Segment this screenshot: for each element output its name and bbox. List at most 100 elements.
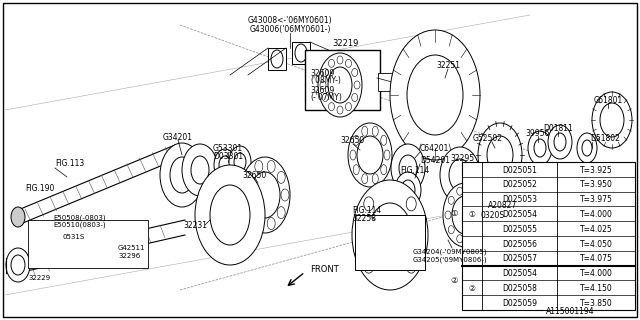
Ellipse shape xyxy=(346,59,351,67)
Text: 32219: 32219 xyxy=(332,38,358,47)
Text: T=3.850: T=3.850 xyxy=(580,299,612,308)
Text: T=4.000: T=4.000 xyxy=(580,210,612,219)
Text: G34204(-'09MY0805): G34204(-'09MY0805) xyxy=(413,249,487,255)
Text: G43006('06MY0601-): G43006('06MY0601-) xyxy=(249,25,331,34)
Ellipse shape xyxy=(384,150,390,160)
Ellipse shape xyxy=(487,136,513,174)
Ellipse shape xyxy=(125,230,135,244)
Ellipse shape xyxy=(170,157,194,193)
Text: ①: ① xyxy=(468,210,476,219)
Ellipse shape xyxy=(406,197,416,211)
Text: D025057: D025057 xyxy=(502,254,537,263)
Ellipse shape xyxy=(467,235,473,243)
Ellipse shape xyxy=(368,203,412,267)
Ellipse shape xyxy=(381,135,387,145)
Ellipse shape xyxy=(395,172,421,208)
Text: 32251: 32251 xyxy=(436,60,460,69)
Text: D54201: D54201 xyxy=(420,156,450,164)
Text: G42511: G42511 xyxy=(118,245,145,251)
Text: ②: ② xyxy=(451,276,458,285)
Text: D51802: D51802 xyxy=(590,133,620,142)
Ellipse shape xyxy=(320,81,326,89)
Ellipse shape xyxy=(11,207,25,227)
Text: T=4.000: T=4.000 xyxy=(580,269,612,278)
Text: 32295: 32295 xyxy=(450,154,474,163)
Ellipse shape xyxy=(372,126,378,136)
Text: D025054: D025054 xyxy=(502,210,537,219)
Ellipse shape xyxy=(372,174,378,184)
Ellipse shape xyxy=(357,136,383,174)
Text: D025053: D025053 xyxy=(502,195,537,204)
Ellipse shape xyxy=(323,68,328,76)
Ellipse shape xyxy=(160,143,204,207)
Ellipse shape xyxy=(219,156,231,174)
Text: 32609: 32609 xyxy=(310,85,334,94)
Ellipse shape xyxy=(399,155,417,181)
Ellipse shape xyxy=(337,106,343,114)
Ellipse shape xyxy=(600,103,624,137)
Ellipse shape xyxy=(457,235,463,243)
Ellipse shape xyxy=(182,144,218,196)
Ellipse shape xyxy=(443,183,487,247)
Ellipse shape xyxy=(592,92,632,148)
Ellipse shape xyxy=(445,211,451,219)
Ellipse shape xyxy=(448,196,454,204)
Ellipse shape xyxy=(381,165,387,175)
Ellipse shape xyxy=(476,226,482,234)
Ellipse shape xyxy=(323,93,328,101)
Ellipse shape xyxy=(281,189,289,201)
Text: T=3.975: T=3.975 xyxy=(580,195,612,204)
Ellipse shape xyxy=(548,125,572,159)
Text: 32650: 32650 xyxy=(341,135,365,145)
Ellipse shape xyxy=(467,187,473,195)
Ellipse shape xyxy=(353,165,359,175)
Text: 32258: 32258 xyxy=(352,213,376,222)
Ellipse shape xyxy=(449,159,471,191)
Text: D025054: D025054 xyxy=(502,269,537,278)
Bar xyxy=(462,162,635,310)
Ellipse shape xyxy=(240,157,290,233)
Ellipse shape xyxy=(250,172,280,218)
Text: FIG.114: FIG.114 xyxy=(352,205,381,214)
Ellipse shape xyxy=(328,67,352,103)
Ellipse shape xyxy=(255,218,263,229)
Ellipse shape xyxy=(328,59,335,67)
Ellipse shape xyxy=(271,50,283,68)
Text: 39956: 39956 xyxy=(526,129,550,138)
Ellipse shape xyxy=(362,174,368,184)
Bar xyxy=(378,73,393,91)
Ellipse shape xyxy=(534,139,546,157)
Text: T=4.050: T=4.050 xyxy=(580,240,612,249)
Ellipse shape xyxy=(528,131,552,165)
Text: 32231: 32231 xyxy=(183,220,207,229)
Text: 32229: 32229 xyxy=(28,275,50,281)
Ellipse shape xyxy=(401,180,415,200)
Text: G43008<-'06MY0601): G43008<-'06MY0601) xyxy=(248,15,332,25)
Ellipse shape xyxy=(478,123,522,187)
Text: 32609: 32609 xyxy=(310,68,334,77)
Text: A20827: A20827 xyxy=(488,201,517,210)
Ellipse shape xyxy=(121,224,139,250)
Text: (-'07MY): (-'07MY) xyxy=(310,92,342,101)
Ellipse shape xyxy=(362,126,368,136)
Text: E50510(0803-): E50510(0803-) xyxy=(53,222,106,228)
Text: G34201: G34201 xyxy=(163,132,193,141)
Ellipse shape xyxy=(6,248,30,282)
Bar xyxy=(355,215,425,270)
Ellipse shape xyxy=(82,234,98,256)
Ellipse shape xyxy=(348,123,392,187)
Ellipse shape xyxy=(353,135,359,145)
Ellipse shape xyxy=(328,103,335,111)
Ellipse shape xyxy=(479,211,485,219)
Ellipse shape xyxy=(277,207,285,219)
Text: E50508(-0803): E50508(-0803) xyxy=(53,215,106,221)
Ellipse shape xyxy=(234,153,246,171)
Ellipse shape xyxy=(452,196,478,234)
Ellipse shape xyxy=(476,196,482,204)
Ellipse shape xyxy=(352,68,358,76)
Ellipse shape xyxy=(11,255,25,275)
Text: D025058: D025058 xyxy=(502,284,537,293)
Text: 0531S: 0531S xyxy=(62,234,84,240)
Text: FIG.114: FIG.114 xyxy=(400,165,429,174)
Ellipse shape xyxy=(267,218,275,229)
